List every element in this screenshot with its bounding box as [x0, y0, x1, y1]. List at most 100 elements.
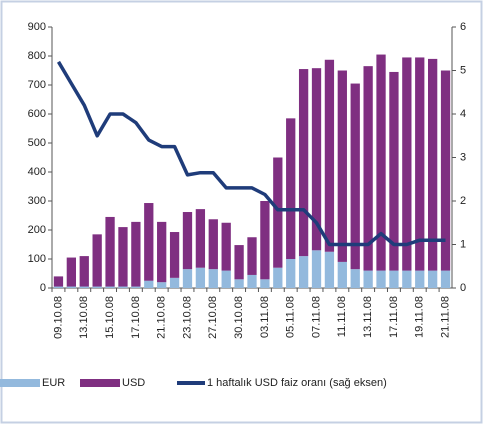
bar	[402, 270, 412, 288]
bar	[131, 286, 141, 288]
x-tick-label: 19.11.08	[414, 296, 426, 338]
y2-tick-label: 4	[460, 108, 466, 120]
bar	[376, 54, 386, 271]
y2-tick-label: 2	[460, 195, 466, 207]
bar	[182, 269, 193, 288]
bar	[350, 269, 360, 288]
bar	[389, 71, 399, 271]
y2-tick-label: 3	[460, 151, 466, 163]
legend-swatch	[80, 379, 120, 387]
y2-tick-label: 6	[460, 21, 466, 33]
bar	[337, 70, 347, 262]
bar	[66, 286, 76, 288]
x-tick-label: 09.10.08	[52, 296, 64, 339]
bar	[221, 222, 231, 271]
y-tick-label: 0	[40, 282, 46, 294]
bar	[298, 69, 309, 257]
bar	[311, 250, 322, 288]
bar	[363, 270, 373, 288]
y-tick-label: 800	[28, 50, 46, 62]
bar	[105, 286, 115, 288]
bar	[350, 83, 360, 270]
bar	[234, 245, 244, 280]
bar	[92, 286, 102, 288]
bar	[182, 212, 193, 270]
legend-label: 1 haftalık USD faiz oranı (sağ eksen)	[207, 377, 387, 389]
y2-tick-label: 5	[460, 64, 466, 76]
x-tick-label: 03.11.08	[259, 296, 271, 338]
bar	[195, 267, 206, 288]
line	[56, 60, 446, 247]
bar	[402, 57, 412, 271]
x-tick-label: 13.10.08	[78, 296, 90, 339]
y-tick-label: 200	[28, 224, 46, 236]
bar	[273, 157, 283, 268]
x-tick-label: 27.10.08	[207, 296, 219, 339]
bar	[169, 232, 180, 278]
y2-tick-label: 1	[460, 238, 466, 250]
x-tick-label: 17.10.08	[130, 296, 142, 339]
bar	[92, 234, 102, 287]
bar	[208, 269, 218, 288]
bar	[131, 221, 141, 287]
y2-tick-label: 0	[460, 282, 466, 294]
y-tick-label: 700	[28, 79, 46, 91]
x-tick-label: 17.11.08	[388, 296, 400, 338]
bar	[118, 227, 128, 287]
bar	[440, 270, 451, 288]
bar	[311, 68, 322, 251]
x-tick-label: 15.10.08	[104, 296, 116, 339]
x-tick-label: 05.11.08	[285, 296, 297, 338]
bar	[66, 257, 76, 287]
bar	[415, 270, 425, 288]
x-tick-label: 23.10.08	[181, 296, 193, 339]
bar	[389, 270, 399, 288]
bar	[324, 59, 335, 252]
bar	[118, 286, 128, 288]
bar	[208, 219, 218, 270]
bar	[144, 203, 154, 281]
bar	[157, 221, 167, 283]
bar	[286, 118, 296, 259]
y-tick-label: 300	[28, 195, 46, 207]
bar	[144, 280, 154, 288]
bar	[79, 286, 89, 288]
bar	[53, 286, 64, 288]
bar	[195, 209, 206, 268]
bar	[376, 270, 386, 288]
bar	[298, 256, 309, 288]
bar	[440, 70, 451, 271]
x-tick-label: 11.11.08	[336, 296, 348, 337]
x-tick-label: 30.10.08	[233, 296, 245, 339]
y-tick-label: 600	[28, 108, 46, 120]
y-tick-label: 400	[28, 166, 46, 178]
bar	[363, 66, 373, 271]
x-tick-label: 07.11.08	[310, 296, 322, 338]
bar	[221, 270, 231, 288]
legend-swatch	[0, 379, 40, 387]
bar	[324, 251, 335, 288]
x-tick-label: 13.11.08	[362, 296, 374, 338]
y-tick-label: 500	[28, 137, 46, 149]
bar	[247, 237, 257, 275]
bar	[273, 267, 283, 288]
bar	[337, 261, 347, 288]
y-tick-label: 900	[28, 21, 46, 33]
bar	[428, 270, 438, 288]
bar	[53, 276, 64, 287]
bar	[234, 279, 244, 288]
bar	[105, 216, 115, 287]
bar	[260, 279, 270, 288]
bar	[157, 282, 167, 288]
bar	[415, 57, 425, 271]
bar	[260, 201, 270, 280]
y-tick-label: 100	[28, 253, 46, 265]
x-tick-label: 21.10.08	[156, 296, 168, 339]
legend-label: USD	[122, 377, 145, 389]
bar	[169, 277, 180, 288]
bar	[428, 58, 438, 271]
bar	[247, 274, 257, 288]
bar	[286, 259, 296, 288]
bar	[79, 256, 89, 287]
